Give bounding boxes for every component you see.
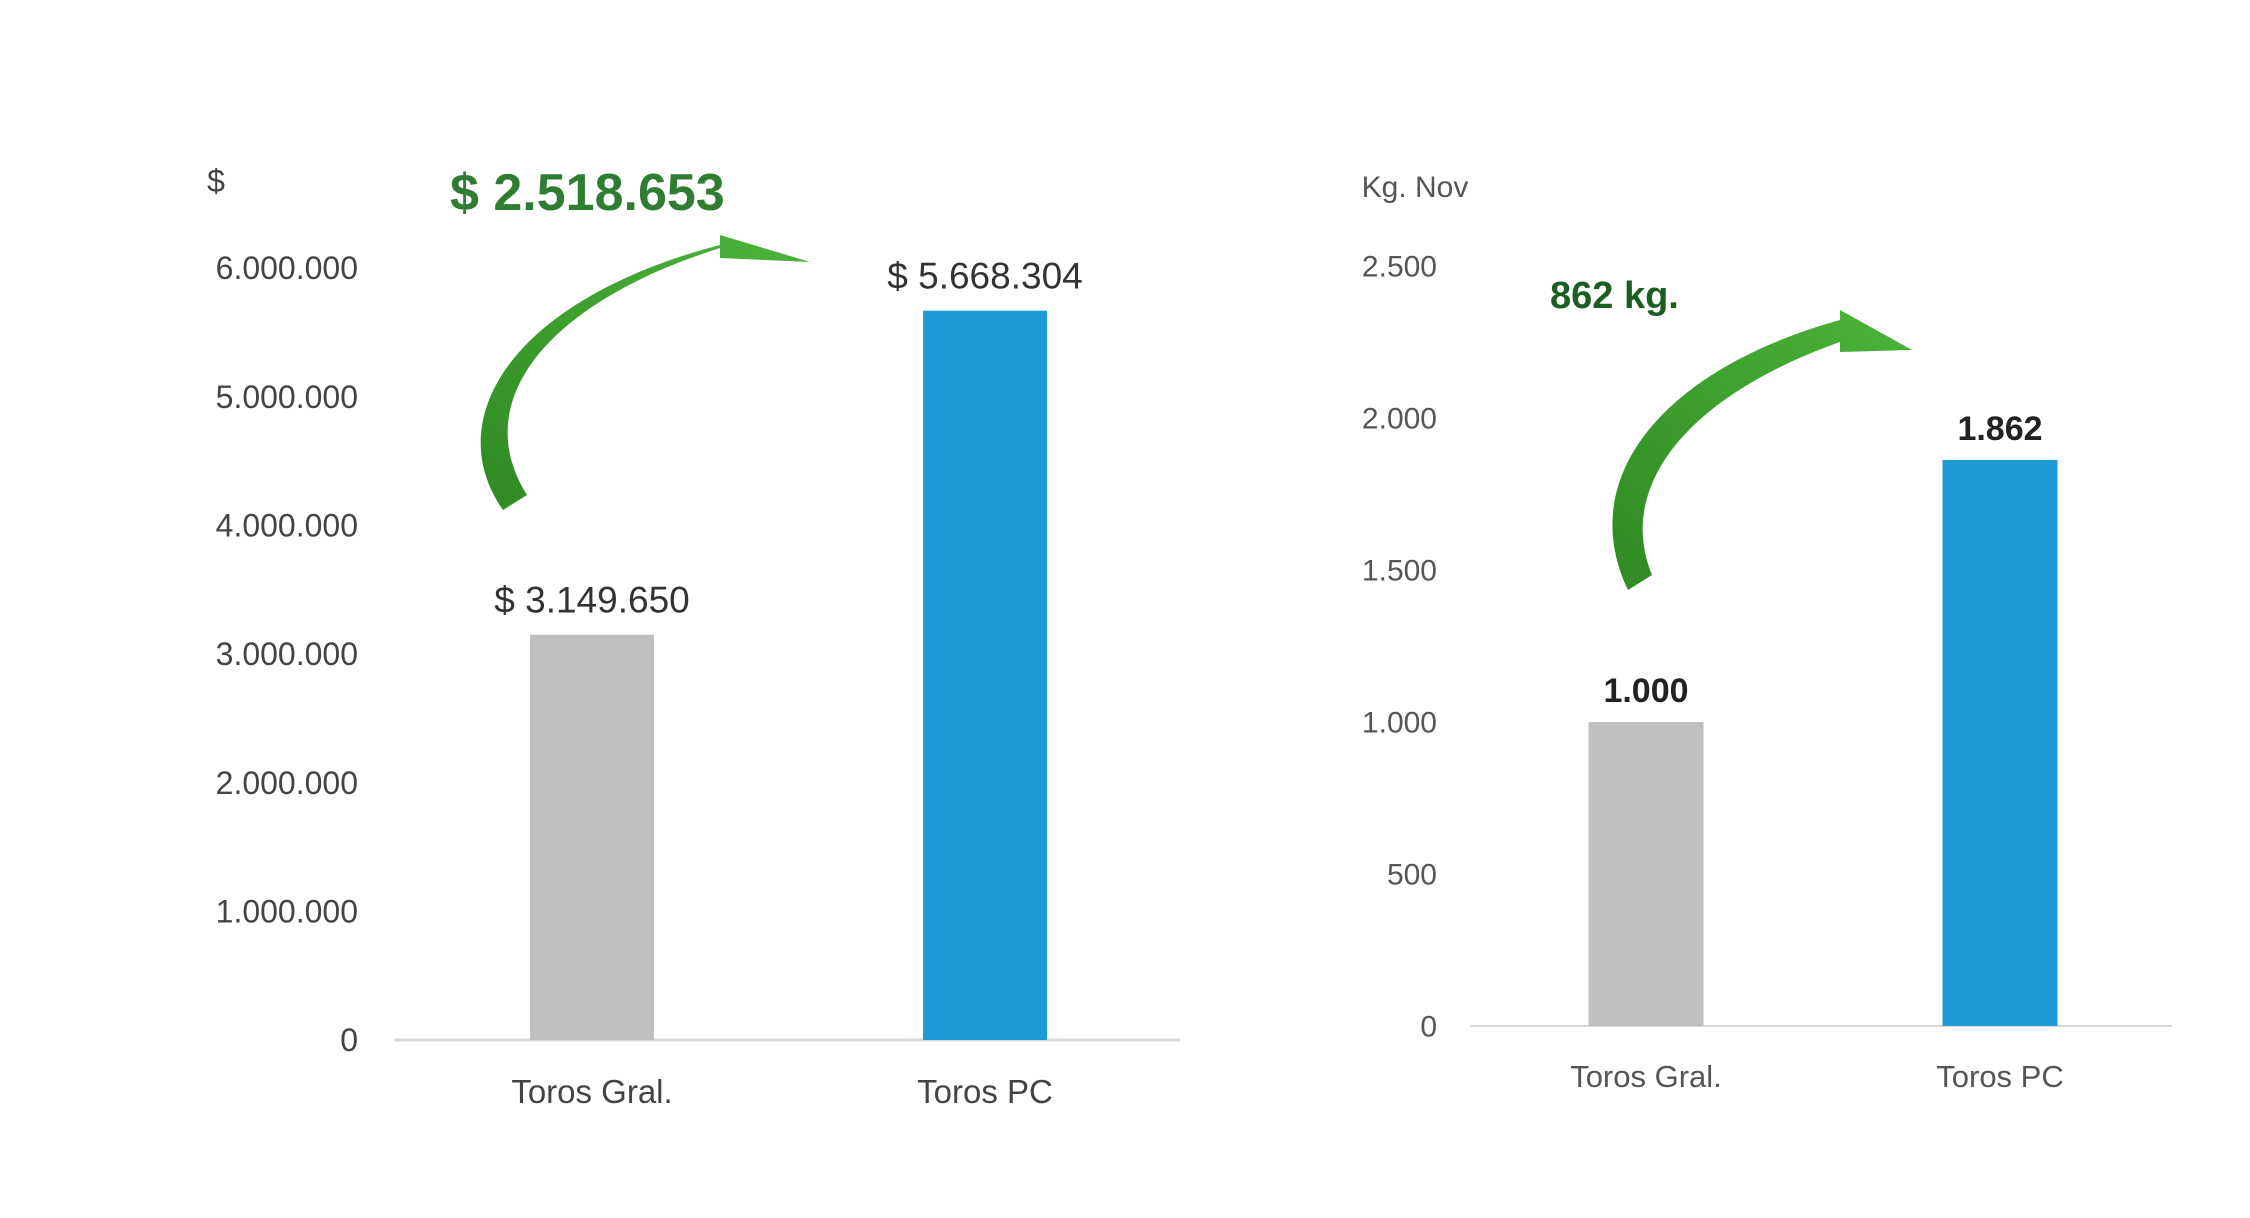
chart-revenue-y-axis: 0 1.000.000 2.000.000 3.000.000 4.000.000 5.0…: [216, 250, 358, 1058]
chart-revenue-bars: $ 3.149.650 Toros Gral. $ 5.668.304 Toros P…: [494, 256, 1082, 1110]
bar: [530, 634, 654, 1040]
chart-weight: Kg. Nov 0 500 1.000 1.500 2.000 2.500 1.000 To…: [1362, 171, 2172, 1094]
chart-revenue-increase-label: $ 2.518.653: [450, 164, 725, 222]
y-tick-label: 5.000.000: [216, 379, 358, 415]
y-tick-label: 0: [1420, 1011, 1437, 1044]
bar: [923, 310, 1047, 1040]
x-tick-label: Toros PC: [1936, 1059, 2063, 1094]
chart-weight-bars: 1.000 Toros Gral. 1.862 Toros PC: [1570, 410, 2064, 1094]
x-tick-label: Toros Gral.: [511, 1073, 672, 1110]
y-tick-label: 4.000.000: [216, 508, 358, 544]
y-tick-label: 2.000.000: [216, 765, 358, 801]
y-tick-label: 0: [340, 1022, 358, 1058]
y-tick-label: 1.000: [1362, 707, 1437, 740]
bar-value-label: 1.000: [1603, 672, 1688, 710]
x-tick-label: Toros PC: [917, 1073, 1053, 1110]
bar-value-label: $ 3.149.650: [494, 580, 689, 621]
chart-weight-y-axis: 0 500 1.000 1.500 2.000 2.500: [1362, 251, 1437, 1044]
bar-value-label: 1.862: [1957, 410, 2042, 448]
chart-revenue-increase-arrow-icon: [480, 235, 810, 510]
chart-revenue: $ 0 1.000.000 2.000.000 3.000.000 4.000.000 5…: [207, 163, 1180, 1110]
y-tick-label: 6.000.000: [216, 250, 358, 286]
y-tick-label: 2.000: [1362, 403, 1437, 436]
y-tick-label: 3.000.000: [216, 636, 358, 672]
bar: [1942, 459, 2058, 1026]
bar: [1588, 722, 1704, 1026]
chart-revenue-ylabel: $: [207, 163, 225, 199]
bar-value-label: $ 5.668.304: [887, 256, 1082, 297]
y-tick-label: 1.500: [1362, 555, 1437, 588]
x-tick-label: Toros Gral.: [1570, 1059, 1722, 1094]
chart-weight-ylabel: Kg. Nov: [1362, 171, 1469, 204]
chart-weight-increase-arrow-icon: [1612, 310, 1912, 590]
y-tick-label: 1.000.000: [216, 894, 358, 930]
y-tick-label: 2.500: [1362, 251, 1437, 284]
y-tick-label: 500: [1387, 859, 1437, 892]
chart-weight-increase-label: 862 kg.: [1550, 275, 1679, 317]
